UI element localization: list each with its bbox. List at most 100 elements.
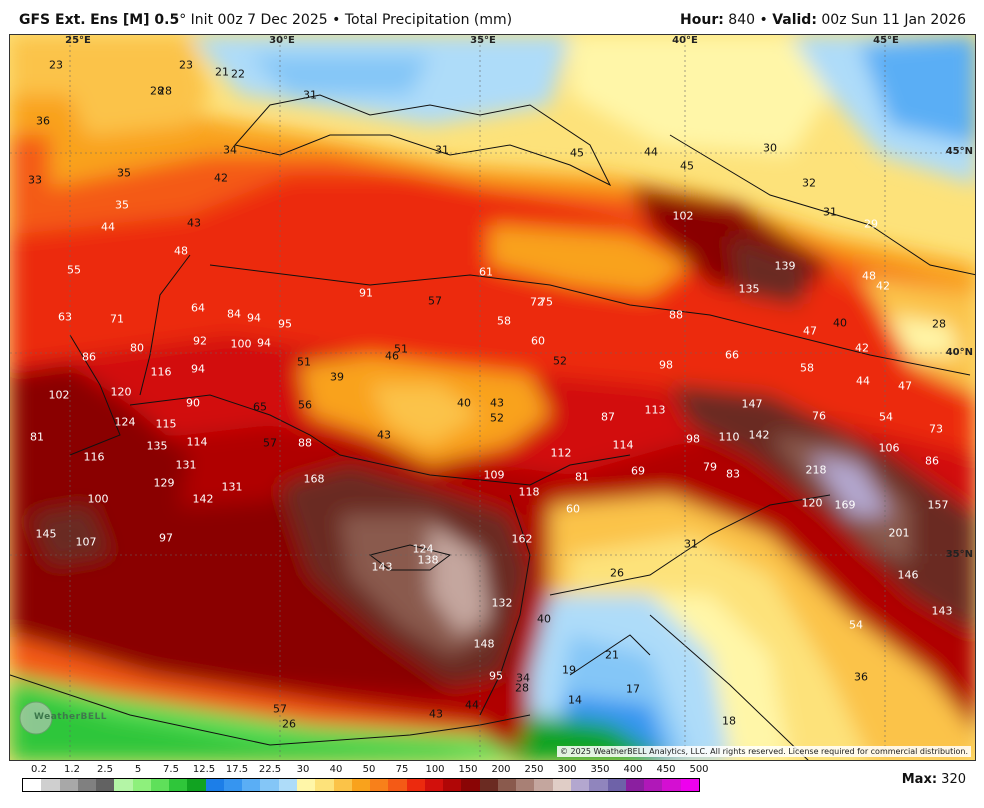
- point-value: 21: [215, 65, 229, 79]
- point-value: 83: [726, 467, 740, 481]
- point-value: 139: [774, 259, 796, 273]
- point-value: 63: [58, 310, 72, 324]
- point-value: 28: [515, 681, 529, 695]
- point-value: 51: [297, 355, 311, 369]
- point-value: 64: [191, 301, 205, 315]
- point-value: 88: [669, 308, 683, 322]
- point-value: 31: [435, 143, 449, 157]
- point-value: 14: [568, 693, 582, 707]
- point-value: 97: [159, 531, 173, 545]
- legend-swatch: [77, 779, 97, 791]
- point-value: 114: [612, 438, 634, 452]
- legend-swatch: [59, 779, 78, 791]
- point-value: 129: [153, 476, 175, 490]
- point-value: 120: [110, 385, 132, 399]
- point-value: 135: [738, 282, 760, 296]
- legend-tick-label: 200: [491, 764, 511, 775]
- valid-label: Valid:: [772, 12, 817, 28]
- point-value: 32: [802, 176, 816, 190]
- point-value: 57: [273, 702, 287, 716]
- point-value: 81: [30, 430, 44, 444]
- point-value: 76: [812, 409, 826, 423]
- point-value: 54: [849, 618, 863, 632]
- point-value: 43: [377, 428, 391, 442]
- legend-color-bar: [22, 778, 700, 792]
- header: GFS Ext. Ens [M] 0.5° Init 00z 7 Dec 202…: [0, 0, 984, 34]
- point-value: 114: [186, 435, 208, 449]
- point-value: 95: [489, 669, 503, 683]
- legend-swatch: [315, 779, 334, 791]
- point-value: 65: [253, 400, 267, 414]
- lon-label: 30°E: [269, 35, 295, 46]
- legend-swatch: [260, 779, 279, 791]
- legend-swatch: [644, 779, 663, 791]
- legend-swatch: [242, 779, 261, 791]
- point-value: 33: [28, 173, 42, 187]
- legend-swatch: [169, 779, 188, 791]
- legend-swatch: [96, 779, 115, 791]
- point-value: 26: [282, 717, 296, 731]
- point-value: 42: [876, 279, 890, 293]
- point-value: 135: [146, 439, 168, 453]
- logo-icon: [19, 701, 53, 735]
- legend-tick-label: 50: [362, 764, 376, 775]
- weatherbell-logo: WeatherBELL: [16, 698, 107, 738]
- legend-swatch: [497, 779, 517, 791]
- point-value: 26: [610, 566, 624, 580]
- point-value: 106: [878, 441, 900, 455]
- point-value: 42: [855, 341, 869, 355]
- point-value: 132: [491, 596, 513, 610]
- point-value: 81: [575, 470, 589, 484]
- product-name: Total Precipitation (mm): [344, 12, 513, 28]
- point-value: 57: [263, 436, 277, 450]
- point-value: 92: [193, 334, 207, 348]
- point-value: 94: [191, 362, 205, 376]
- lat-label: 40°N: [945, 347, 973, 358]
- legend-tick-label: 400: [623, 764, 643, 775]
- point-value: 28: [150, 84, 164, 98]
- point-value: 58: [800, 361, 814, 375]
- legend-swatch: [388, 779, 407, 791]
- copyright-notice: © 2025 WeatherBELL Analytics, LLC. All r…: [557, 746, 971, 757]
- chart-title: GFS Ext. Ens [M] 0.5° Init 00z 7 Dec 202…: [19, 12, 512, 28]
- bullet: •: [332, 12, 341, 28]
- point-value: 56: [298, 398, 312, 412]
- point-value: 75: [539, 295, 553, 309]
- point-value: 115: [155, 417, 177, 431]
- legend-tick-label: 12.5: [192, 764, 216, 775]
- point-value: 18: [722, 714, 736, 728]
- point-value: 218: [805, 463, 827, 477]
- legend-swatch: [333, 779, 352, 791]
- hour-label: Hour:: [680, 12, 724, 28]
- legend-tick-label: 150: [458, 764, 478, 775]
- bullet: •: [759, 12, 768, 28]
- precipitation-map[interactable]: 25°E 30°E 35°E 40°E 45°E 45°N 40°N 35°N …: [9, 34, 976, 761]
- point-value: 66: [725, 348, 739, 362]
- point-value: 102: [48, 388, 70, 402]
- point-value: 98: [686, 432, 700, 446]
- legend-tick-label: 7.5: [163, 764, 179, 775]
- legend-tick-label: 22.5: [258, 764, 282, 775]
- point-value: 131: [175, 458, 197, 472]
- point-value: 100: [87, 492, 109, 506]
- ensemble-name: Ens [M] 0.5: [90, 12, 180, 28]
- point-value: 118: [518, 485, 540, 499]
- point-value: 120: [801, 496, 823, 510]
- point-value: 43: [429, 707, 443, 721]
- point-value: 109: [483, 468, 505, 482]
- point-value: 86: [82, 350, 96, 364]
- point-value: 19: [562, 663, 576, 677]
- point-value: 47: [898, 379, 912, 393]
- lat-label: 35°N: [945, 549, 973, 560]
- point-value: 57: [428, 294, 442, 308]
- legend-tick-label: 40: [329, 764, 343, 775]
- legend-swatch: [150, 779, 170, 791]
- point-value: 48: [174, 244, 188, 258]
- point-value: 44: [856, 374, 870, 388]
- legend-swatch: [625, 779, 645, 791]
- point-value: 58: [497, 314, 511, 328]
- legend-swatch: [41, 779, 60, 791]
- point-value: 102: [672, 209, 694, 223]
- point-value: 87: [601, 410, 615, 424]
- legend-swatch: [406, 779, 425, 791]
